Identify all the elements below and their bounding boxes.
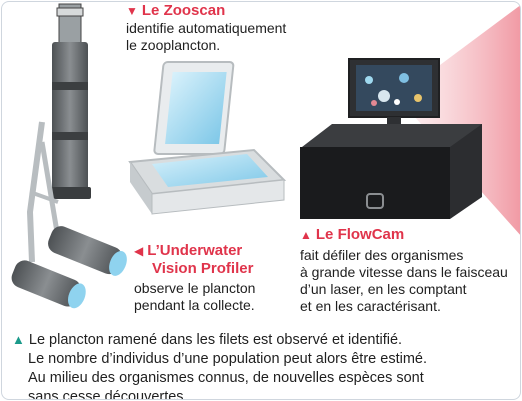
caption-line-2: Le nombre d’individus d’une population p… (28, 351, 427, 367)
zooscan-title: Le Zooscan (141, 2, 226, 19)
underwater-title-line-1: L’Underwater (147, 242, 243, 259)
flowcam-line-1: fait défiler des organismes (300, 247, 464, 263)
caption: ▲ Le plancton ramené dans les filets est … (12, 330, 427, 400)
flowcam-line-2: à grande vitesse dans le faisceau (300, 264, 508, 280)
triangle-down-icon: ▼ (126, 4, 138, 18)
laser-beam (397, 5, 520, 235)
zooscan-label: ▼ Le Zooscan identifie automatiquement le… (126, 2, 286, 54)
underwater-vision-profiler-drawing (11, 3, 127, 309)
triangle-up-icon: ▲ (300, 228, 312, 242)
zooscan-line-2: le zooplancton. (126, 37, 221, 53)
triangle-right-icon: ▲ (12, 332, 25, 347)
underwater-line-1: observe le plancton (134, 280, 256, 296)
caption-line-4: sans cesse découvertes. (28, 389, 188, 400)
triangle-left-icon: ◀ (134, 244, 144, 258)
underwater-label: ◀ L’Underwater Vision Profiler observe le… (134, 242, 255, 314)
flowcam-drawing (300, 58, 482, 219)
flowcam-line-4: et en les caractérisant. (300, 298, 441, 314)
zooscan-drawing (128, 61, 287, 215)
caption-line-3: Au milieu des organismes connus, de nouv… (28, 370, 424, 386)
underwater-line-2: pendant la collecte. (134, 297, 255, 313)
underwater-title-line-2: Vision Profiler (152, 260, 254, 277)
zooscan-line-1: identifie automatiquement (126, 20, 287, 36)
caption-line-1: Le plancton ramené dans les filets est o… (28, 332, 403, 348)
flowcam-label: ▲ Le FlowCam fait défiler des organismes … (300, 226, 508, 315)
flowcam-line-3: d’un laser, en les comptant (300, 281, 467, 297)
flowcam-title: Le FlowCam (315, 226, 405, 243)
